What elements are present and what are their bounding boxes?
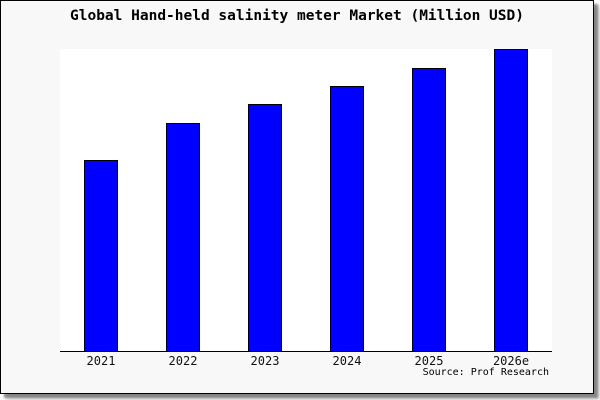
plot-area [60, 48, 552, 352]
bars-container [60, 48, 552, 351]
bar-2022 [166, 122, 200, 351]
bar-slot-2026e [470, 48, 552, 351]
x-tick-label-2025: 2025 [414, 354, 444, 368]
bar-2021 [84, 160, 118, 351]
bar-2026e [494, 48, 528, 351]
bar-slot-2025 [388, 49, 470, 351]
bar-slot-2023 [224, 49, 306, 351]
x-tick-label-2023: 2023 [250, 354, 280, 368]
x-tick-label-2022: 2022 [168, 354, 198, 368]
bar-slot-2024 [306, 49, 388, 351]
bar-2023 [248, 104, 282, 351]
chart-card: Global Hand-held salinity meter Market (… [0, 0, 594, 394]
bar-slot-2021 [60, 49, 142, 351]
source-credit: Source: Prof Research [422, 367, 549, 378]
chart-title: Global Hand-held salinity meter Market (… [70, 8, 524, 24]
x-tick-label-2024: 2024 [332, 354, 362, 368]
x-tick-label-2026e: 2026e [492, 354, 530, 368]
bar-2024 [330, 85, 364, 351]
bar-slot-2022 [142, 49, 224, 351]
x-tick-label-2021: 2021 [86, 354, 116, 368]
bar-2025 [412, 67, 446, 351]
x-axis-tick-labels: 2021 2022 2023 2024 2025 2026e [60, 354, 552, 368]
